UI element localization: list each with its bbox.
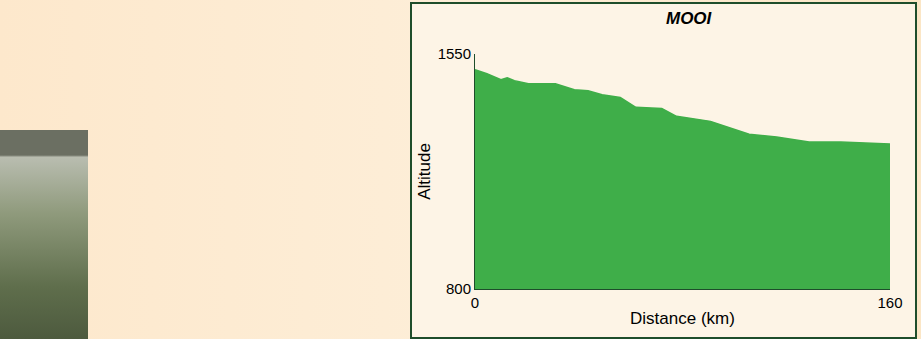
- svg-text:Altitude: Altitude: [415, 143, 434, 200]
- svg-text:1550: 1550: [438, 45, 471, 62]
- svg-text:0: 0: [471, 294, 479, 311]
- svg-text:160: 160: [877, 294, 902, 311]
- svg-text:Distance (km): Distance (km): [630, 309, 735, 328]
- svg-text:800: 800: [446, 280, 471, 297]
- svg-text:MOOI: MOOI: [666, 9, 713, 28]
